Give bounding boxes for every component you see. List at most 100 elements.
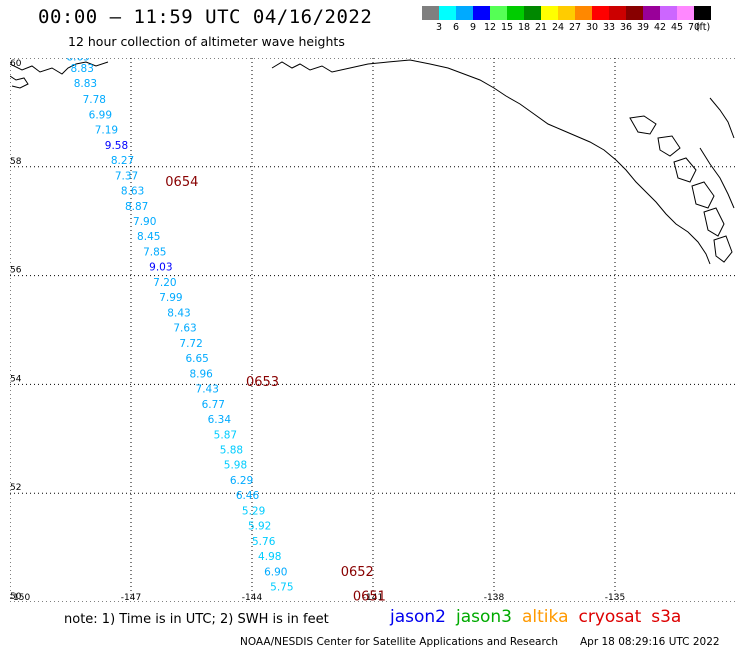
- color-swatch: [643, 6, 660, 20]
- gulf-of-alaska-coastline: [271, 59, 711, 265]
- coastline-layer: [9, 59, 735, 265]
- wave-height-value: 7.90: [133, 216, 156, 228]
- color-scale-labels: 3 6 9 12 15 18 21 24 27 30 33 36 39 42 45 70 (ft): [422, 22, 740, 36]
- color-swatch: [677, 6, 694, 20]
- color-scale-label: 21: [534, 22, 548, 33]
- track-time-label: 0654: [165, 175, 198, 190]
- longitude-tick-label: -144: [242, 593, 263, 602]
- color-scale-label: 12: [483, 22, 497, 33]
- wave-height-value: 8.63: [121, 186, 144, 198]
- color-swatch: [439, 6, 456, 20]
- credit-line: NOAA/NESDIS Center for Satellite Applica…: [240, 636, 558, 648]
- latitude-tick-label: 50: [10, 592, 22, 602]
- color-scale-label: 27: [568, 22, 582, 33]
- wave-height-value: 6.65: [185, 353, 208, 365]
- wave-height-value: 7.19: [95, 125, 118, 137]
- wave-height-value: 9.58: [105, 140, 128, 152]
- wave-height-value: 7.20: [153, 277, 176, 289]
- wave-height-value: 8.27: [111, 155, 134, 167]
- wave-height-value: 8.87: [125, 201, 148, 213]
- color-scale-label: 33: [602, 22, 616, 33]
- wave-height-value: 7.43: [196, 384, 219, 396]
- map-canvas: -150 -147 -144 -141 -138 -135 60 58 56 54 52 50 8.6…: [9, 52, 736, 605]
- latitude-tick-label: 58: [10, 157, 22, 167]
- longitude-tick-label: -138: [484, 593, 505, 602]
- latitude-tick-label: 60: [10, 59, 22, 69]
- color-swatch: [660, 6, 677, 20]
- color-scale-label: 18: [517, 22, 531, 33]
- wave-height-value: 8.45: [137, 231, 160, 243]
- legend-entry-cryosat: cryosat: [578, 607, 642, 627]
- track-time-label: 0653: [246, 375, 279, 390]
- wave-height-value: 5.76: [252, 536, 276, 548]
- color-swatch: [575, 6, 592, 20]
- wave-height-value: 5.88: [220, 444, 243, 456]
- color-scale-bar: [422, 6, 711, 20]
- color-swatch: [626, 6, 643, 20]
- color-scale-label: (ft): [695, 22, 711, 33]
- footer-note: note: 1) Time is in UTC; 2) SWH is in fe…: [64, 612, 329, 627]
- color-swatch: [694, 6, 711, 20]
- wave-height-value: 7.37: [115, 170, 138, 182]
- satellite-legend: jason2 jason3 altika cryosat s3a: [390, 607, 691, 627]
- wave-height-points-layer: 8.658.838.837.786.997.199.588.277.378.63…: [66, 52, 293, 594]
- track-time-labels-layer: 0654 0653 0652 0651: [165, 175, 386, 605]
- color-swatch: [473, 6, 490, 20]
- legend-entry-jason3: jason3: [456, 607, 512, 627]
- wave-height-value: 4.98: [258, 551, 281, 563]
- wave-height-value: 7.99: [159, 292, 182, 304]
- wave-height-value: 5.29: [242, 505, 265, 517]
- map-title: 00:00 – 11:59 UTC 04/16/2022: [38, 6, 373, 28]
- color-scale-label: 39: [636, 22, 650, 33]
- legend-entry-s3a: s3a: [651, 607, 682, 627]
- wave-height-value: 6.29: [230, 475, 253, 487]
- longitude-tick-label: -141: [363, 593, 383, 602]
- color-scale-label: 6: [452, 22, 460, 33]
- longitude-tick-label: -150: [10, 593, 30, 602]
- color-swatch: [507, 6, 524, 20]
- color-swatch: [422, 6, 439, 20]
- kodiak-coastline: [9, 75, 29, 89]
- color-swatch: [490, 6, 507, 20]
- color-swatch: [592, 6, 609, 20]
- wave-height-value: 5.75: [270, 582, 293, 594]
- legend-entry-altika: altika: [522, 607, 569, 627]
- latitude-tick-label: 54: [10, 374, 22, 384]
- color-scale-label: 45: [670, 22, 684, 33]
- longitude-tick-label: -147: [121, 593, 141, 602]
- map-panel: -150 -147 -144 -141 -138 -135 60 58 56 54 52 50 8.6…: [9, 52, 736, 605]
- alaska-peninsula-coastline: [9, 61, 109, 75]
- color-scale-label: 24: [551, 22, 565, 33]
- longitude-tick-label: -135: [605, 593, 625, 602]
- color-swatch: [524, 6, 541, 20]
- wave-height-value: 9.03: [149, 262, 172, 274]
- color-scale-label: 30: [585, 22, 599, 33]
- axis-labels-layer: -150 -147 -144 -141 -138 -135 60 58 56 54 52 50: [10, 59, 625, 603]
- mainland-coastline: [699, 97, 735, 209]
- wave-height-value: 5.98: [224, 460, 247, 472]
- wave-height-value: 8.96: [189, 368, 213, 380]
- latitude-tick-label: 52: [10, 483, 21, 493]
- wave-height-value: 8.83: [74, 78, 97, 90]
- color-scale-label: 9: [469, 22, 477, 33]
- wave-height-value: 5.92: [248, 521, 271, 533]
- wave-height-value: 7.85: [143, 246, 166, 258]
- color-scale-label: 70: [687, 22, 701, 33]
- wave-height-value: 6.77: [202, 399, 225, 411]
- latitude-tick-label: 56: [10, 266, 22, 276]
- wave-height-value: 7.72: [179, 338, 202, 350]
- color-scale-label: 36: [619, 22, 633, 33]
- generation-timestamp: Apr 18 08:29:16 UTC 2022: [580, 636, 720, 648]
- wave-height-value: 6.34: [208, 414, 232, 426]
- track-time-label: 0652: [341, 565, 374, 580]
- wave-height-value: 5.87: [214, 429, 237, 441]
- color-swatch: [456, 6, 473, 20]
- legend-entry-jason2: jason2: [390, 607, 446, 627]
- wave-height-value: 7.78: [83, 94, 106, 106]
- southeast-alaska-islands: [629, 115, 733, 263]
- color-swatch: [558, 6, 575, 20]
- track-time-label: 0651: [353, 589, 386, 602]
- wave-height-value: 6.90: [264, 566, 287, 578]
- color-scale-label: 15: [500, 22, 514, 33]
- color-swatch: [541, 6, 558, 20]
